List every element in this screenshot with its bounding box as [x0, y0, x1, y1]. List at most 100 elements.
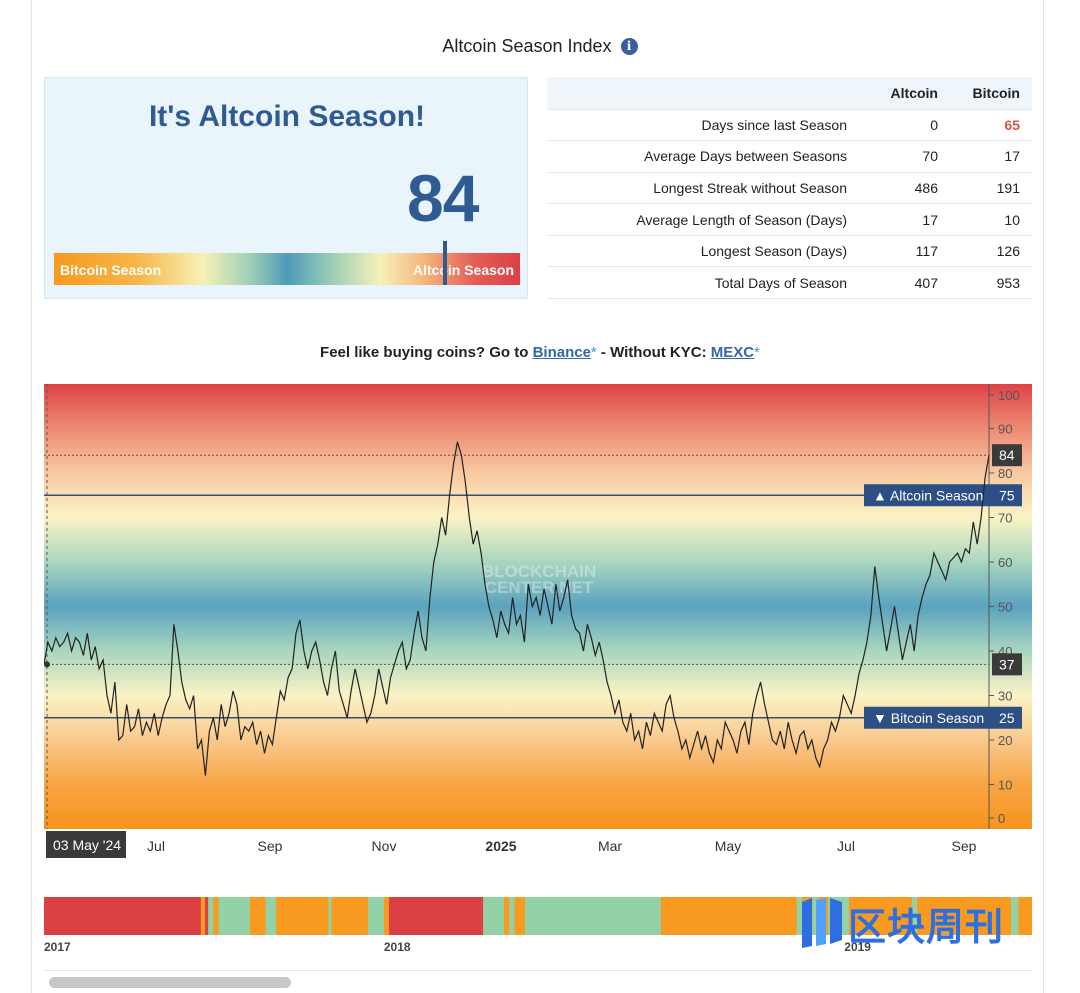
series-line — [43, 441, 990, 776]
stats-row-label: Longest Streak without Season — [547, 171, 865, 204]
stats-row: Longest Season (Days) 117 126 — [547, 234, 1032, 267]
stats-altcoin-value: 486 — [865, 171, 950, 204]
timeline-segment — [213, 897, 220, 935]
timeline-segment — [514, 897, 526, 935]
timeline-segment — [660, 897, 798, 935]
x-tick-label: Nov — [372, 838, 397, 854]
timeline-year-label: 2019 — [844, 940, 871, 954]
info-icon[interactable]: i — [620, 38, 638, 55]
index-panel: It's Altcoin Season! 84 Bitcoin Season A… — [44, 77, 528, 299]
y-tick-label: 20 — [998, 733, 1012, 748]
timeline-segment — [849, 897, 913, 935]
stats-row: Average Length of Season (Days) 17 10 — [547, 203, 1032, 236]
mexc-star: * — [754, 344, 760, 361]
stats-altcoin-value: 407 — [865, 266, 950, 300]
series-start-point — [44, 661, 50, 668]
timeline-segment — [389, 897, 484, 935]
stats-bitcoin-value: 126 — [950, 234, 1032, 267]
stats-header-label — [547, 77, 865, 109]
brand-watermark: 区块周刊 — [798, 896, 1058, 952]
chart-watermark: CENTER.NET — [485, 578, 594, 597]
y-tick-label: 70 — [998, 511, 1012, 526]
timeline-segment — [276, 897, 329, 935]
x-tick-label: Sep — [952, 838, 977, 854]
timeline-segment — [331, 897, 369, 935]
stats-row: Total Days of Season 407 953 — [547, 266, 1032, 300]
binance-star: * — [590, 344, 597, 361]
stats-altcoin-value: 70 — [865, 140, 950, 173]
timeline-segment — [911, 897, 918, 935]
scrollbar-thumb[interactable] — [49, 977, 291, 988]
timeline-segment — [504, 897, 510, 935]
stats-altcoin-value: 117 — [865, 234, 950, 267]
chart-watermark: BLOCKCHAIN — [482, 562, 596, 581]
stats-header-altcoin: Altcoin — [865, 77, 950, 109]
timeline-segment — [265, 897, 277, 935]
y-tick-label: 10 — [998, 778, 1012, 793]
start-date-box — [46, 831, 126, 858]
timeline-year-label: 2018 — [383, 940, 411, 954]
y-tick-label: 50 — [998, 600, 1012, 615]
timeline-year-label: 2017 — [44, 940, 71, 954]
stats-row: Days since last Season 0 65 — [547, 108, 1032, 141]
stats-bitcoin-value: 191 — [950, 171, 1032, 204]
mexc-link[interactable]: MEXC — [710, 344, 755, 361]
timeline-segment — [368, 897, 385, 935]
stats-header-row: Altcoin Bitcoin — [547, 77, 1032, 109]
threshold-label-box — [864, 706, 1022, 729]
timeline-segment — [218, 897, 251, 935]
timeline-segment — [1018, 897, 1033, 935]
season-gauge: Bitcoin Season Altcoin Season — [54, 241, 520, 285]
timeline-segment — [1011, 897, 1019, 935]
page-frame-left — [31, 0, 32, 993]
marker-label: 84 — [999, 447, 1015, 463]
x-tick-label: Mar — [598, 838, 622, 854]
x-tick-label: 2025 — [485, 838, 516, 854]
stats-header-bitcoin: Bitcoin — [950, 77, 1032, 109]
stats-row: Longest Streak without Season 486 191 — [547, 171, 1032, 204]
stats-row-label: Average Length of Season (Days) — [547, 203, 865, 236]
start-date-label: 03 May '24 — [53, 837, 121, 853]
timeline-segment — [328, 897, 333, 935]
timeline-segment — [509, 897, 515, 935]
stats-altcoin-value: 17 — [865, 203, 950, 236]
stats-row-label: Average Days between Seasons — [547, 140, 865, 173]
threshold-label: ▲ Altcoin Season — [873, 487, 983, 503]
promo-line: Feel like buying coins? Go to Binance* -… — [320, 344, 760, 361]
timeline-segment — [200, 897, 206, 935]
timeline-segment — [483, 897, 505, 935]
brand-logo-icon — [802, 898, 842, 948]
gauge-bitcoin-label: Bitcoin Season — [60, 262, 162, 278]
y-tick-label: 100 — [998, 388, 1020, 403]
binance-link[interactable]: Binance — [532, 344, 591, 361]
stats-bitcoin-value: 953 — [950, 266, 1032, 300]
timeline-segment — [524, 897, 662, 935]
stats-altcoin-value: 0 — [865, 108, 950, 141]
threshold-value: 75 — [999, 487, 1015, 503]
x-tick-label: Sep — [258, 838, 283, 854]
altcoin-index-chart[interactable]: BLOCKCHAIN CENTER.NET 0 10 20 30 40 50 60 70 80 90 1… — [43, 384, 1032, 860]
timeline-labels: 2017 2018 2019 — [44, 940, 1032, 956]
gauge-altcoin-label: Altcoin Season — [412, 262, 514, 278]
brand-watermark-text: 区块周刊 — [848, 905, 1005, 949]
timeline-segment — [796, 897, 803, 935]
page-frame-right — [1043, 0, 1044, 993]
stats-bitcoin-value: 65 — [950, 108, 1032, 141]
timeline-segment — [916, 897, 1012, 935]
page-title: Altcoin Season Index i — [0, 36, 1080, 57]
history-timeline[interactable] — [44, 897, 1033, 935]
gauge-marker — [443, 241, 448, 285]
y-tick-label: 0 — [998, 811, 1005, 826]
x-tick-label: Jul — [837, 838, 855, 854]
stats-row: Average Days between Seasons 70 17 — [547, 140, 1032, 173]
timeline-segment — [383, 897, 390, 935]
timeline-svg — [44, 897, 1033, 935]
x-tick-label: Jul — [147, 838, 165, 854]
x-tick-label: May — [715, 838, 741, 854]
marker-label-box — [992, 653, 1022, 676]
y-tick-label: 30 — [998, 689, 1012, 704]
timeline-segment — [208, 897, 214, 935]
stats-row-label: Total Days of Season — [547, 266, 865, 300]
timeline-segment — [812, 897, 819, 935]
timeline-scrollbar[interactable] — [44, 970, 1032, 992]
